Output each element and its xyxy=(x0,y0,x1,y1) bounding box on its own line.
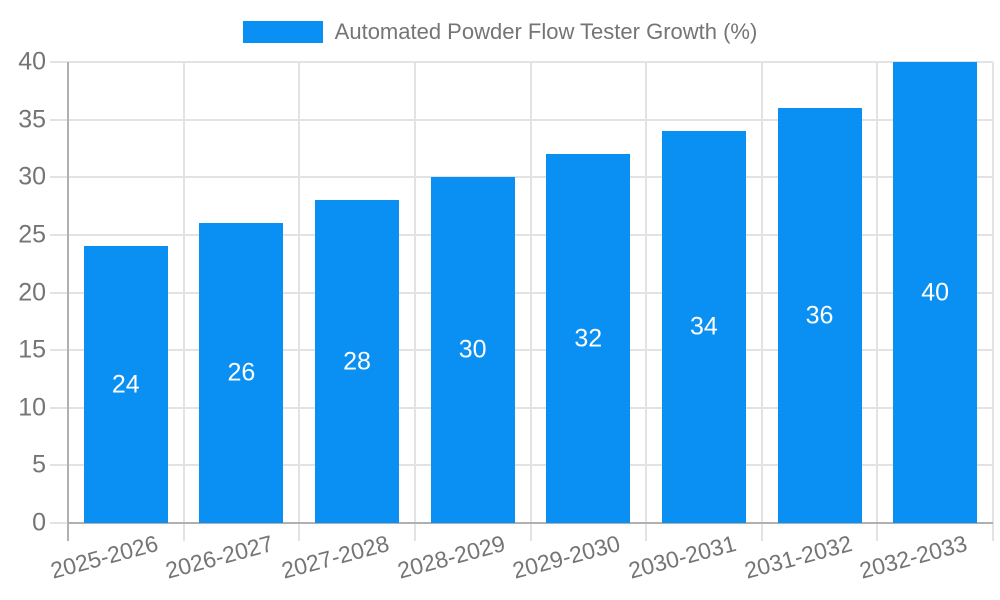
legend[interactable]: Automated Powder Flow Tester Growth (%) xyxy=(0,17,1000,47)
gridline-horizontal xyxy=(50,118,993,121)
x-axis-tick-label-2030-2031: 2030-2031 xyxy=(625,530,739,584)
gridline-vertical xyxy=(760,62,763,541)
bar-2032-2033[interactable] xyxy=(893,62,978,523)
gridline-vertical xyxy=(413,62,416,541)
bar-value-label: 28 xyxy=(343,347,371,376)
bar-2028-2029[interactable] xyxy=(430,177,515,523)
bar-2030-2031[interactable] xyxy=(661,131,746,523)
gridline-horizontal xyxy=(50,176,993,179)
gridline-vertical xyxy=(298,62,301,541)
x-axis-tick-label-2027-2028: 2027-2028 xyxy=(278,530,392,584)
y-axis-tick-label: 15 xyxy=(18,335,46,364)
y-axis-tick-label: 40 xyxy=(18,47,46,76)
legend-label[interactable]: Automated Powder Flow Tester Growth (%) xyxy=(334,19,758,44)
bar-2025-2026[interactable] xyxy=(83,246,168,523)
gridline-vertical xyxy=(529,62,532,541)
gridline-horizontal xyxy=(50,61,993,63)
y-axis-tick-label: 10 xyxy=(18,393,46,422)
bar-value-label: 34 xyxy=(690,312,718,341)
gridline-horizontal xyxy=(50,464,993,467)
bar-2029-2030[interactable] xyxy=(546,154,631,523)
y-axis-tick-label: 30 xyxy=(18,162,46,191)
gridline-horizontal xyxy=(50,349,993,352)
gridline-horizontal xyxy=(50,291,993,294)
gridline-vertical xyxy=(645,62,648,541)
bar-value-label: 24 xyxy=(111,370,140,399)
legend-swatch[interactable] xyxy=(242,21,323,43)
bar-2031-2032[interactable] xyxy=(777,108,862,523)
y-axis-tick-label: 35 xyxy=(18,105,46,134)
x-axis-tick-label-2032-2033: 2032-2033 xyxy=(856,530,970,584)
x-axis-tick-label-2031-2032: 2031-2032 xyxy=(741,530,855,584)
bar-2027-2028[interactable] xyxy=(315,200,400,523)
x-axis-tick-label-2026-2027: 2026-2027 xyxy=(163,530,277,584)
x-axis-tick-label-2028-2029: 2028-2029 xyxy=(394,530,508,584)
gridline-vertical xyxy=(876,62,879,541)
gridline-horizontal xyxy=(50,233,993,236)
gridline-horizontal xyxy=(50,406,993,409)
y-axis-tick-label: 5 xyxy=(32,450,46,479)
bar-2026-2027[interactable] xyxy=(199,223,284,523)
gridline-vertical xyxy=(182,62,185,541)
bar-value-label: 36 xyxy=(805,301,834,330)
bar-value-label: 32 xyxy=(574,324,603,353)
x-axis-tick-label-2025-2026: 2025-2026 xyxy=(47,530,161,584)
x-axis-line xyxy=(67,522,993,524)
gridline-vertical xyxy=(992,62,994,541)
x-axis-tick-label-2029-2030: 2029-2030 xyxy=(510,530,624,584)
bar-value-label: 26 xyxy=(227,358,256,387)
y-axis-tick-label: 20 xyxy=(18,278,46,306)
bar-value-label: 40 xyxy=(921,278,950,306)
y-axis-line xyxy=(67,62,69,541)
y-axis-tick-label: 0 xyxy=(32,508,46,537)
bar-value-label: 30 xyxy=(458,335,487,364)
y-axis-tick-label: 25 xyxy=(18,220,46,249)
